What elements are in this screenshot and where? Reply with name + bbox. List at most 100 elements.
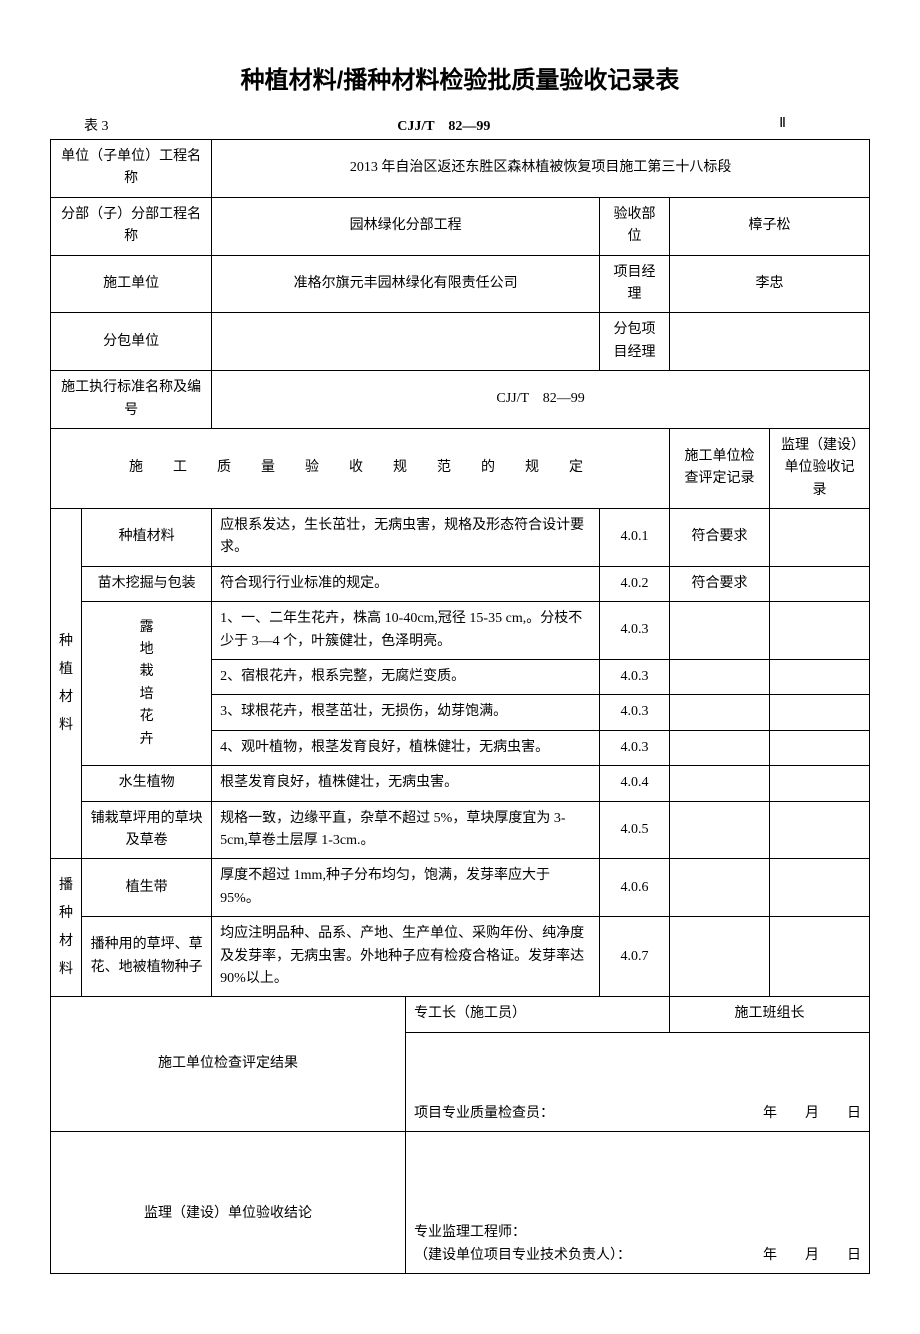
item-label: 植生带 xyxy=(82,859,212,917)
signature-area: 项目专业质量检查员： 年 月 日 xyxy=(406,1032,870,1131)
exec-std-value: CJJ/T 82—99 xyxy=(212,371,870,429)
supervise-result xyxy=(770,509,870,567)
spec-text: 1、一、二年生花卉，株高 10-40cm,冠径 15-35 cm,。分枝不少于 … xyxy=(212,602,600,660)
sub-pm-label: 分包项目经理 xyxy=(600,313,670,371)
result xyxy=(670,695,770,730)
sub-unit-label: 分部（子）分部工程名称 xyxy=(51,197,212,255)
item-label: 播种用的草坪、草花、地被植物种子 xyxy=(82,917,212,997)
table-row: 施工单位 准格尔旗元丰园林绿化有限责任公司 项目经理 李忠 xyxy=(51,255,870,313)
result xyxy=(670,730,770,765)
table-row: 监理（建设）单位验收结论 专业监理工程师： （建设单位项目专业技术负责人）： 年… xyxy=(51,1132,870,1274)
code: 4.0.3 xyxy=(600,660,670,695)
table-row: 种植材料 种植材料 应根系发达，生长茁壮，无病虫害，规格及形态符合设计要求。 4… xyxy=(51,509,870,567)
code: 4.0.3 xyxy=(600,695,670,730)
construct-unit-value: 准格尔旗元丰园林绿化有限责任公司 xyxy=(212,255,600,313)
spec-text: 根茎发育良好，植株健壮，无病虫害。 xyxy=(212,766,600,801)
item-label: 铺栽草坪用的草块及草卷 xyxy=(82,801,212,859)
header-row: 表 3 CJJ/T 82—99 Ⅱ xyxy=(50,115,870,135)
foreman-label: 专工长（施工员） xyxy=(406,997,670,1032)
date-label: 年 月 日 xyxy=(763,1103,861,1125)
page-title: 种植材料/播种材料检验批质量验收记录表 xyxy=(50,60,870,95)
pm-label: 项目经理 xyxy=(600,255,670,313)
item-label: 水生植物 xyxy=(82,766,212,801)
spec-text: 应根系发达，生长茁壮，无病虫害，规格及形态符合设计要求。 xyxy=(212,509,600,567)
spec-text: 规格一致，边缘平直，杂草不超过 5%，草块厚度宜为 3-5cm,草卷土层厚 1-… xyxy=(212,801,600,859)
result xyxy=(670,660,770,695)
result: 符合要求 xyxy=(670,566,770,601)
standard-code: CJJ/T 82—99 xyxy=(397,115,490,135)
table-row: 水生植物 根茎发育良好，植株健壮，无病虫害。 4.0.4 xyxy=(51,766,870,801)
supervise-check-header: 监理（建设）单位验收记录 xyxy=(770,428,870,508)
supervise-result xyxy=(770,566,870,601)
code: 4.0.5 xyxy=(600,801,670,859)
code: 4.0.1 xyxy=(600,509,670,567)
code: 4.0.6 xyxy=(600,859,670,917)
result xyxy=(670,801,770,859)
flower-group-label: 露地栽培花卉 xyxy=(82,602,212,766)
subcontract-value xyxy=(212,313,600,371)
exec-std-label: 施工执行标准名称及编号 xyxy=(51,371,212,429)
supervise-result xyxy=(770,730,870,765)
subcontract-label: 分包单位 xyxy=(51,313,212,371)
code: 4.0.3 xyxy=(600,602,670,660)
sub-pm-value xyxy=(670,313,870,371)
code: 4.0.2 xyxy=(600,566,670,601)
table-row: 苗木挖掘与包装 符合现行行业标准的规定。 4.0.2 符合要求 xyxy=(51,566,870,601)
table-row: 施工单位检查评定结果 专工长（施工员） 施工班组长 xyxy=(51,997,870,1032)
sub-unit-value: 园林绿化分部工程 xyxy=(212,197,600,255)
result xyxy=(670,766,770,801)
supervise-result xyxy=(770,801,870,859)
supervise-result xyxy=(770,602,870,660)
construct-unit-label: 施工单位 xyxy=(51,255,212,313)
quality-checker-label: 项目专业质量检查员： xyxy=(414,1103,554,1125)
supervise-result xyxy=(770,766,870,801)
pm-value: 李忠 xyxy=(670,255,870,313)
spec-text: 厚度不超过 1mm,种子分布均匀，饱满，发芽率应大于 95%。 xyxy=(212,859,600,917)
table-row: 施 工 质 量 验 收 规 范 的 规 定 施工单位检查评定记录 监理（建设）单… xyxy=(51,428,870,508)
table-number: 表 3 xyxy=(54,115,109,135)
result xyxy=(670,602,770,660)
main-table: 单位（子单位）工程名称 2013 年自治区返还东胜区森林植被恢复项目施工第三十八… xyxy=(50,139,870,1274)
table-row: 分包单位 分包项目经理 xyxy=(51,313,870,371)
header-symbol: Ⅱ xyxy=(779,115,866,135)
construct-check-header: 施工单位检查评定记录 xyxy=(670,428,770,508)
table-row: 单位（子单位）工程名称 2013 年自治区返还东胜区森林植被恢复项目施工第三十八… xyxy=(51,140,870,198)
tech-leader-label: （建设单位项目专业技术负责人）： xyxy=(414,1245,631,1267)
supervise-label: 监理（建设）单位验收结论 xyxy=(51,1132,406,1274)
table-row: 铺栽草坪用的草块及草卷 规格一致，边缘平直，杂草不超过 5%，草块厚度宜为 3-… xyxy=(51,801,870,859)
item-label: 苗木挖掘与包装 xyxy=(82,566,212,601)
unit-name-label: 单位（子单位）工程名称 xyxy=(51,140,212,198)
spec-text: 符合现行行业标准的规定。 xyxy=(212,566,600,601)
category-seeding: 播种材料 xyxy=(51,859,82,997)
supervisor-eng-label: 专业监理工程师： xyxy=(414,1222,861,1244)
supervise-result xyxy=(770,917,870,997)
spec-text: 均应注明品种、品系、产地、生产单位、采购年份、纯净度及发芽率，无病虫害。外地种子… xyxy=(212,917,600,997)
table-row: 播种用的草坪、草花、地被植物种子 均应注明品种、品系、产地、生产单位、采购年份、… xyxy=(51,917,870,997)
unit-name-value: 2013 年自治区返还东胜区森林植被恢复项目施工第三十八标段 xyxy=(212,140,870,198)
code: 4.0.3 xyxy=(600,730,670,765)
date-label: 年 月 日 xyxy=(763,1245,861,1267)
supervise-signature-area: 专业监理工程师： （建设单位项目专业技术负责人）： 年 月 日 xyxy=(406,1132,870,1274)
spec-rule-header: 施 工 质 量 验 收 规 范 的 规 定 xyxy=(51,428,670,508)
code: 4.0.7 xyxy=(600,917,670,997)
code: 4.0.4 xyxy=(600,766,670,801)
result-label: 施工单位检查评定结果 xyxy=(51,997,406,1132)
supervise-result xyxy=(770,859,870,917)
team-leader-label: 施工班组长 xyxy=(670,997,870,1032)
item-label: 种植材料 xyxy=(82,509,212,567)
table-row: 播种材料 植生带 厚度不超过 1mm,种子分布均匀，饱满，发芽率应大于 95%。… xyxy=(51,859,870,917)
category-planting: 种植材料 xyxy=(51,509,82,859)
result: 符合要求 xyxy=(670,509,770,567)
table-row: 露地栽培花卉 1、一、二年生花卉，株高 10-40cm,冠径 15-35 cm,… xyxy=(51,602,870,660)
table-row: 施工执行标准名称及编号 CJJ/T 82—99 xyxy=(51,371,870,429)
spec-text: 3、球根花卉，根茎茁壮，无损伤，幼芽饱满。 xyxy=(212,695,600,730)
supervise-result xyxy=(770,660,870,695)
supervise-result xyxy=(770,695,870,730)
spec-text: 4、观叶植物，根茎发育良好，植株健壮，无病虫害。 xyxy=(212,730,600,765)
accept-part-value: 樟子松 xyxy=(670,197,870,255)
spec-text: 2、宿根花卉，根系完整，无腐烂变质。 xyxy=(212,660,600,695)
table-row: 分部（子）分部工程名称 园林绿化分部工程 验收部位 樟子松 xyxy=(51,197,870,255)
accept-part-label: 验收部位 xyxy=(600,197,670,255)
result xyxy=(670,917,770,997)
result xyxy=(670,859,770,917)
